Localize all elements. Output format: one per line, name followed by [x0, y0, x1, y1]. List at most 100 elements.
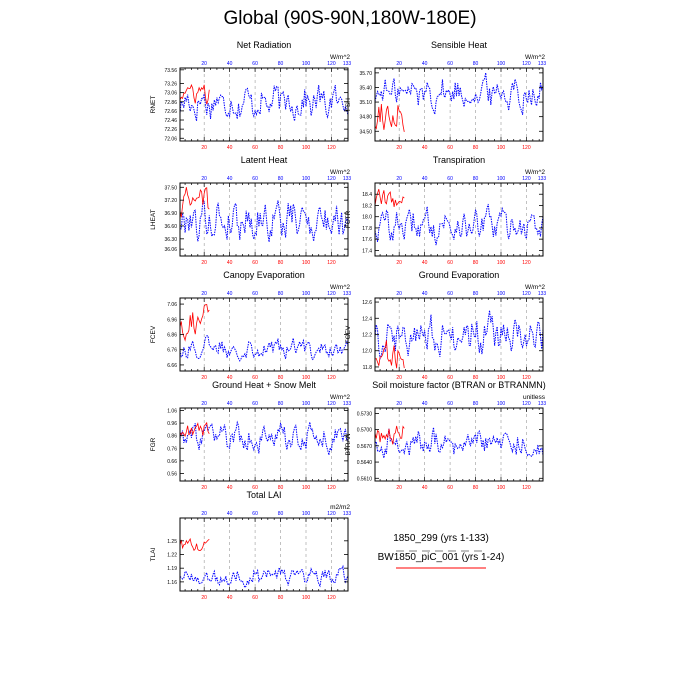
top-tick-label: 60 [252, 61, 258, 67]
plot-frame [179, 407, 349, 482]
y-tick-label: 1.19 [167, 566, 177, 572]
y-tick-label: 17.8 [362, 226, 372, 232]
top-tick-label: 100 [497, 291, 506, 297]
top-tick-label: 120 [327, 291, 336, 297]
bottom-tick-label: 60 [447, 260, 453, 266]
bottom-tick-label: 40 [227, 145, 233, 151]
y-tick-label: 12.2 [362, 333, 372, 339]
y-tick-label: 0.86 [167, 434, 177, 440]
units-label: W/m^2 [525, 284, 545, 291]
bottom-tick-label: 20 [201, 145, 207, 151]
y-tick-label: 35.10 [359, 100, 372, 106]
panel-title: Transpiration [433, 155, 485, 165]
bottom-tick-label: 100 [302, 260, 311, 266]
y-tick-label: 0.5670 [357, 444, 373, 450]
top-tick-label: 100 [497, 176, 506, 182]
top-tick-label: 40 [227, 291, 233, 297]
units-label: unitless [523, 394, 546, 401]
bottom-tick-label: 60 [252, 145, 258, 151]
y-axis-label: TLAI [150, 547, 157, 561]
bottom-tick-label: 60 [447, 375, 453, 381]
top-tick-label: 20 [201, 401, 207, 407]
top-tick-label: 60 [447, 176, 453, 182]
top-tick-label: 100 [302, 176, 311, 182]
panel-title: Soil moisture factor (BTRAN or BTRANMN) [372, 380, 546, 390]
bottom-tick-label: 120 [327, 485, 336, 491]
series-line-1850-299-yrs-1-133 [179, 335, 349, 362]
plot-frame [374, 67, 544, 142]
bottom-tick-label: 40 [227, 485, 233, 491]
top-tick-label: 20 [396, 401, 402, 407]
top-tick-label: 60 [447, 291, 453, 297]
bottom-tick-label: 80 [278, 595, 284, 601]
bottom-tick-label: 60 [252, 485, 258, 491]
top-tick-label: 40 [227, 61, 233, 67]
top-tick-label: 60 [252, 401, 258, 407]
series-line-1850-299-yrs-1-133 [374, 72, 544, 115]
y-tick-label: 72.86 [164, 100, 177, 106]
units-label: W/m^2 [330, 284, 350, 291]
y-tick-label: 12.0 [362, 349, 372, 355]
y-axis-label: FGR [150, 437, 157, 451]
bottom-tick-label: 20 [396, 260, 402, 266]
top-tick-label: 80 [278, 291, 284, 297]
y-axis-label: RNET [150, 96, 157, 114]
top-tick-label: 40 [422, 291, 428, 297]
series-line-bw1850-pic-001-yrs-1-24 [179, 303, 210, 342]
panel-title: Canopy Evaporation [223, 270, 305, 280]
y-axis-label: FSH [345, 98, 352, 111]
series-line-1850-299-yrs-1-133 [179, 420, 349, 456]
top-tick-label: 100 [302, 61, 311, 67]
y-tick-label: 72.06 [164, 136, 177, 142]
bottom-tick-label: 120 [522, 260, 531, 266]
top-tick-label: 20 [201, 291, 207, 297]
top-tick-label: 80 [473, 401, 479, 407]
top-tick-label: 20 [396, 176, 402, 182]
panel-title: Net Radiation [237, 40, 292, 50]
top-tick-label: 20 [201, 61, 207, 67]
y-tick-label: 36.30 [164, 237, 177, 243]
panel-soil-moisture-factor-btran-or-btranmn: Soil moisture factor (BTRAN or BTRANMN) u… [345, 380, 546, 491]
y-tick-label: 73.06 [164, 91, 177, 97]
top-tick-label: 120 [327, 176, 336, 182]
series-line-bw1850-pic-001-yrs-1-24 [374, 425, 405, 445]
bottom-tick-label: 120 [327, 595, 336, 601]
y-axis-label: FCTR [345, 211, 352, 229]
bottom-tick-label: 60 [447, 485, 453, 491]
top-tick-label-end: 133 [538, 401, 547, 407]
y-tick-label: 18.4 [362, 192, 372, 198]
y-tick-label: 72.46 [164, 118, 177, 124]
bottom-tick-label: 100 [302, 145, 311, 151]
top-tick-label: 40 [227, 401, 233, 407]
top-tick-label: 60 [252, 176, 258, 182]
series-line-1850-299-yrs-1-133 [374, 427, 544, 459]
bottom-tick-label: 120 [327, 145, 336, 151]
top-tick-label-end: 133 [343, 511, 352, 517]
panel-sensible-heat: Sensible Heat W/m^2 34.50 34.80 35.10 35.40 35… [345, 40, 546, 151]
bottom-tick-label: 100 [497, 260, 506, 266]
bottom-tick-label: 20 [201, 260, 207, 266]
top-tick-label-end: 133 [538, 61, 547, 67]
units-label: W/m^2 [330, 169, 350, 176]
plot-frame [179, 182, 349, 257]
bottom-tick-label: 20 [201, 595, 207, 601]
panel-total-lai: Total LAI m2/m2 1.16 1.19 1.22 1.25 TLAI 20 40 60… [150, 490, 351, 601]
top-tick-label: 120 [522, 291, 531, 297]
panel-title: Ground Heat + Snow Melt [212, 380, 316, 390]
top-tick-label: 120 [522, 61, 531, 67]
y-tick-label: 0.66 [167, 459, 177, 465]
top-tick-label: 120 [522, 176, 531, 182]
bottom-tick-label: 80 [278, 145, 284, 151]
bottom-tick-label: 40 [227, 260, 233, 266]
bottom-tick-label: 120 [327, 375, 336, 381]
y-tick-label: 34.80 [359, 115, 372, 121]
panel-ground-heat-snow-melt: Ground Heat + Snow Melt W/m^2 0.56 0.66 0.76… [150, 380, 351, 491]
top-tick-label: 100 [302, 291, 311, 297]
top-tick-label: 20 [201, 176, 207, 182]
y-tick-label: 6.66 [167, 363, 177, 369]
bottom-tick-label: 20 [396, 485, 402, 491]
bottom-tick-label: 80 [473, 375, 479, 381]
top-tick-label: 60 [447, 61, 453, 67]
top-tick-label: 60 [447, 401, 453, 407]
bottom-tick-label: 80 [473, 485, 479, 491]
